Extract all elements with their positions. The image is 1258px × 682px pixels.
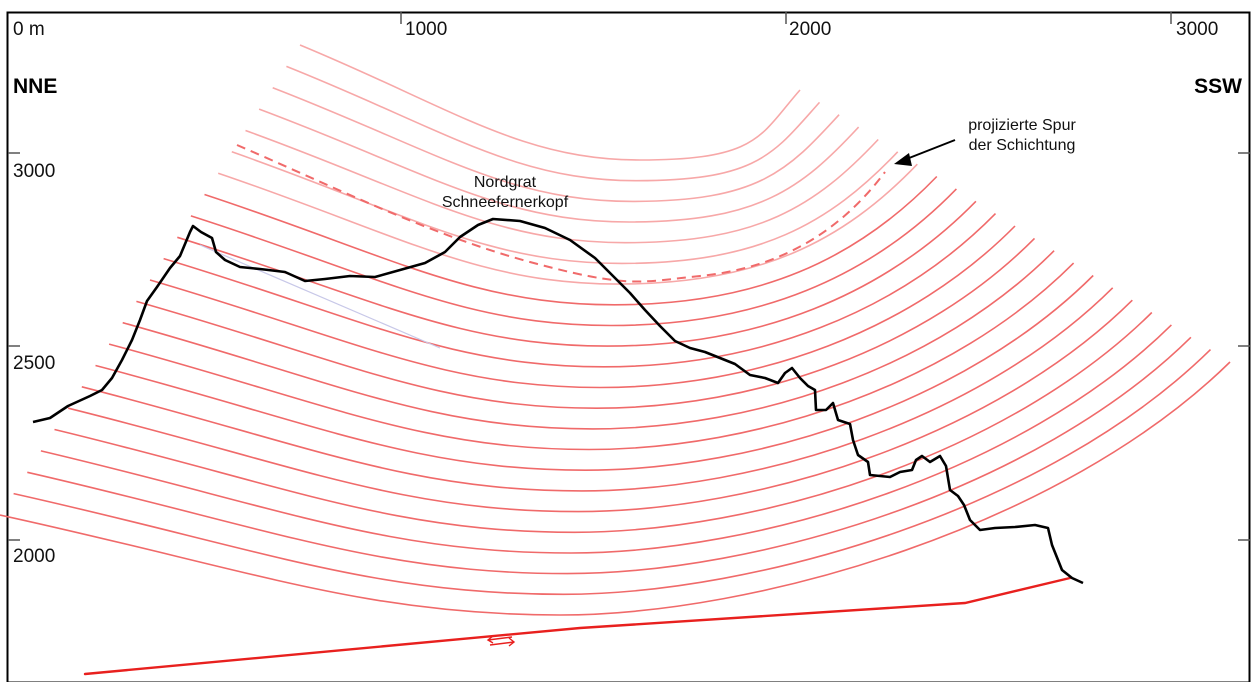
bedding-layer-line: [81, 287, 1114, 492]
bedding-layer-line: [190, 188, 957, 327]
bedding-layer-line: [272, 86, 840, 203]
bedding-layer-line: [245, 129, 879, 244]
bedding-layer-line: [27, 336, 1192, 575]
bedding-layers: [0, 44, 1231, 616]
bedding-layer-line: [149, 225, 1016, 389]
y-tick-label-2000: 2000: [13, 546, 55, 567]
x-tick-label-3000: 3000: [1176, 19, 1218, 40]
direction-right-label: SSW: [1194, 75, 1242, 98]
trace-label-line2: der Schichtung: [969, 137, 1076, 154]
minor-line: [199, 244, 441, 349]
bedding-layer-line: [40, 324, 1172, 554]
bedding-layer-line: [54, 311, 1153, 534]
bedding-layer-line: [68, 299, 1133, 513]
topographic-profile: [32, 217, 1084, 585]
x-axis: [400, 12, 1172, 24]
bedding-layer-line: [299, 44, 801, 161]
bedding-layer-line: [163, 213, 997, 368]
y-tick-label-3000: 3000: [13, 161, 55, 182]
x-tick-label-2000: 2000: [789, 19, 831, 40]
bedding-layer-line: [217, 163, 918, 285]
y-tick-label-2500: 2500: [13, 353, 55, 374]
bedding-layer-line: [13, 349, 1212, 596]
bedding-layer-line: [0, 361, 1231, 616]
bedding-layer-line: [108, 262, 1075, 451]
peak-label-line1: Nordgrat: [474, 174, 537, 191]
y-axis: [8, 152, 1250, 541]
projected-bedding-trace: [236, 144, 886, 283]
frame: [6, 11, 1251, 682]
trace-pointer-arrow-icon: [894, 139, 956, 166]
x-tick-label-0: 0 m: [13, 19, 45, 40]
fault-movement-arrows-icon: [486, 635, 516, 647]
trace-label-line1: projizierte Spur: [968, 117, 1076, 134]
peak-label-line2: Schneefernerkopf: [442, 194, 569, 211]
bedding-layer-line: [204, 175, 938, 306]
bedding-layer-line: [136, 237, 1036, 409]
bedding-layer-line: [258, 108, 860, 223]
fault-line: [83, 576, 1072, 676]
bedding-layer-line: [122, 250, 1055, 430]
bedding-layer-line: [177, 200, 977, 347]
bedding-layer-line: [95, 274, 1094, 471]
direction-left-label: NNE: [13, 75, 57, 98]
x-tick-label-1000: 1000: [405, 19, 447, 40]
bedding-layer-line: [286, 65, 821, 182]
